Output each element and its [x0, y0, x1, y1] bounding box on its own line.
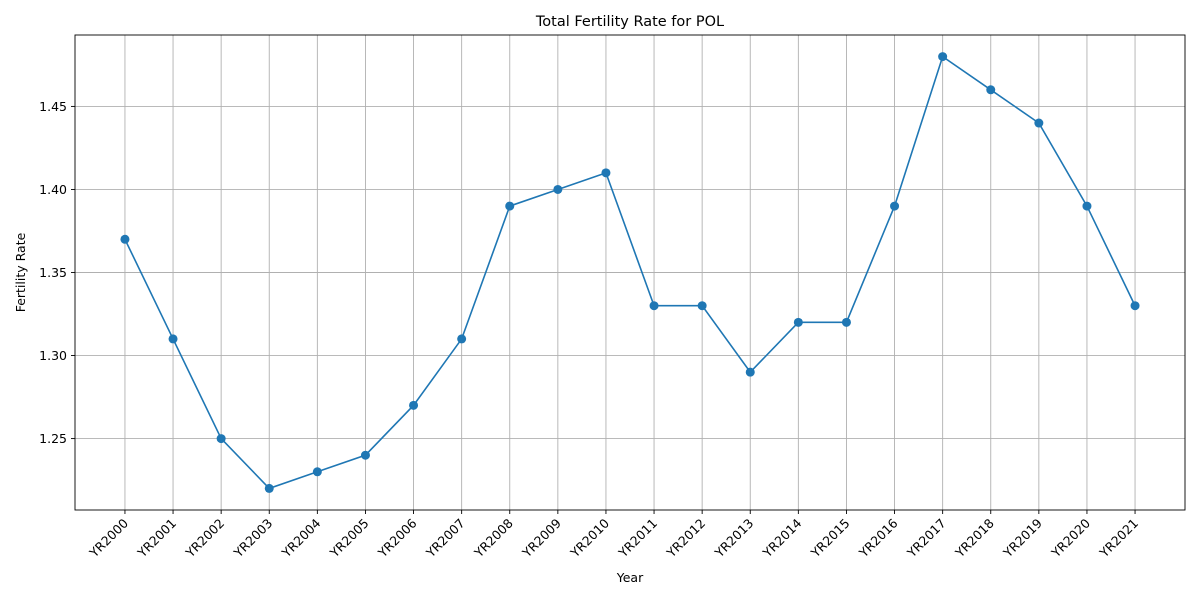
x-tick-label: YR2001	[134, 516, 179, 561]
data-point	[553, 184, 563, 194]
x-tick-label: YR2011	[615, 516, 660, 561]
data-point	[1034, 118, 1044, 128]
data-point	[216, 434, 226, 444]
y-tick-label: 1.35	[39, 265, 67, 280]
data-point	[120, 234, 130, 244]
data-point	[360, 450, 370, 460]
x-tick-label: YR2016	[855, 515, 900, 560]
data-point	[986, 85, 996, 95]
y-tick-label: 1.25	[39, 431, 67, 446]
x-tick-label: YR2015	[807, 516, 852, 561]
data-point	[312, 467, 322, 477]
y-tick-label: 1.45	[39, 99, 67, 114]
x-tick-label: YR2003	[230, 516, 275, 561]
data-point	[649, 301, 659, 311]
data-point	[264, 483, 274, 493]
x-tick-label: YR2010	[567, 515, 612, 560]
x-tick-label: YR2000	[86, 515, 131, 560]
x-axis-label: Year	[616, 570, 644, 585]
data-point	[1082, 201, 1092, 211]
x-tick-label: YR2004	[278, 515, 323, 560]
data-point	[793, 317, 803, 327]
y-tick-label: 1.40	[39, 182, 67, 197]
grid-layer	[75, 35, 1185, 510]
data-point	[1130, 301, 1140, 311]
x-tick-label: YR2019	[1000, 515, 1045, 560]
data-point	[890, 201, 900, 211]
data-point	[938, 52, 948, 62]
y-tick-label: 1.30	[39, 348, 67, 363]
series-line	[124, 55, 1136, 490]
data-point	[601, 168, 611, 178]
x-tick-label: YR2008	[471, 515, 516, 560]
x-tick-label: YR2017	[903, 516, 948, 561]
data-point	[841, 317, 851, 327]
series-layer	[120, 52, 1140, 493]
data-point	[505, 201, 515, 211]
x-tick-label: YR2007	[422, 516, 467, 561]
x-tick-label: YR2018	[952, 515, 997, 560]
ticks-layer: YR2000 YR2001 YR2002 YR2003 YR2004 YR2005 YR20…	[39, 99, 1141, 561]
data-point	[457, 334, 467, 344]
x-tick-label: YR2013	[711, 516, 756, 561]
x-tick-label: YR2021	[1096, 516, 1141, 561]
data-point	[409, 400, 419, 410]
x-tick-label: YR2005	[326, 516, 371, 561]
x-tick-label: YR2014	[759, 515, 804, 560]
y-axis-label: Fertility Rate	[13, 232, 28, 312]
chart-title: Total Fertility Rate for POL	[535, 14, 724, 30]
data-point	[697, 301, 707, 311]
x-tick-label: YR2009	[519, 515, 564, 560]
x-tick-label: YR2020	[1048, 515, 1093, 560]
x-tick-label: YR2002	[182, 516, 227, 561]
x-tick-label: YR2012	[663, 516, 708, 561]
x-tick-label: YR2006	[374, 515, 419, 560]
data-point	[745, 367, 755, 377]
data-point	[168, 334, 178, 344]
